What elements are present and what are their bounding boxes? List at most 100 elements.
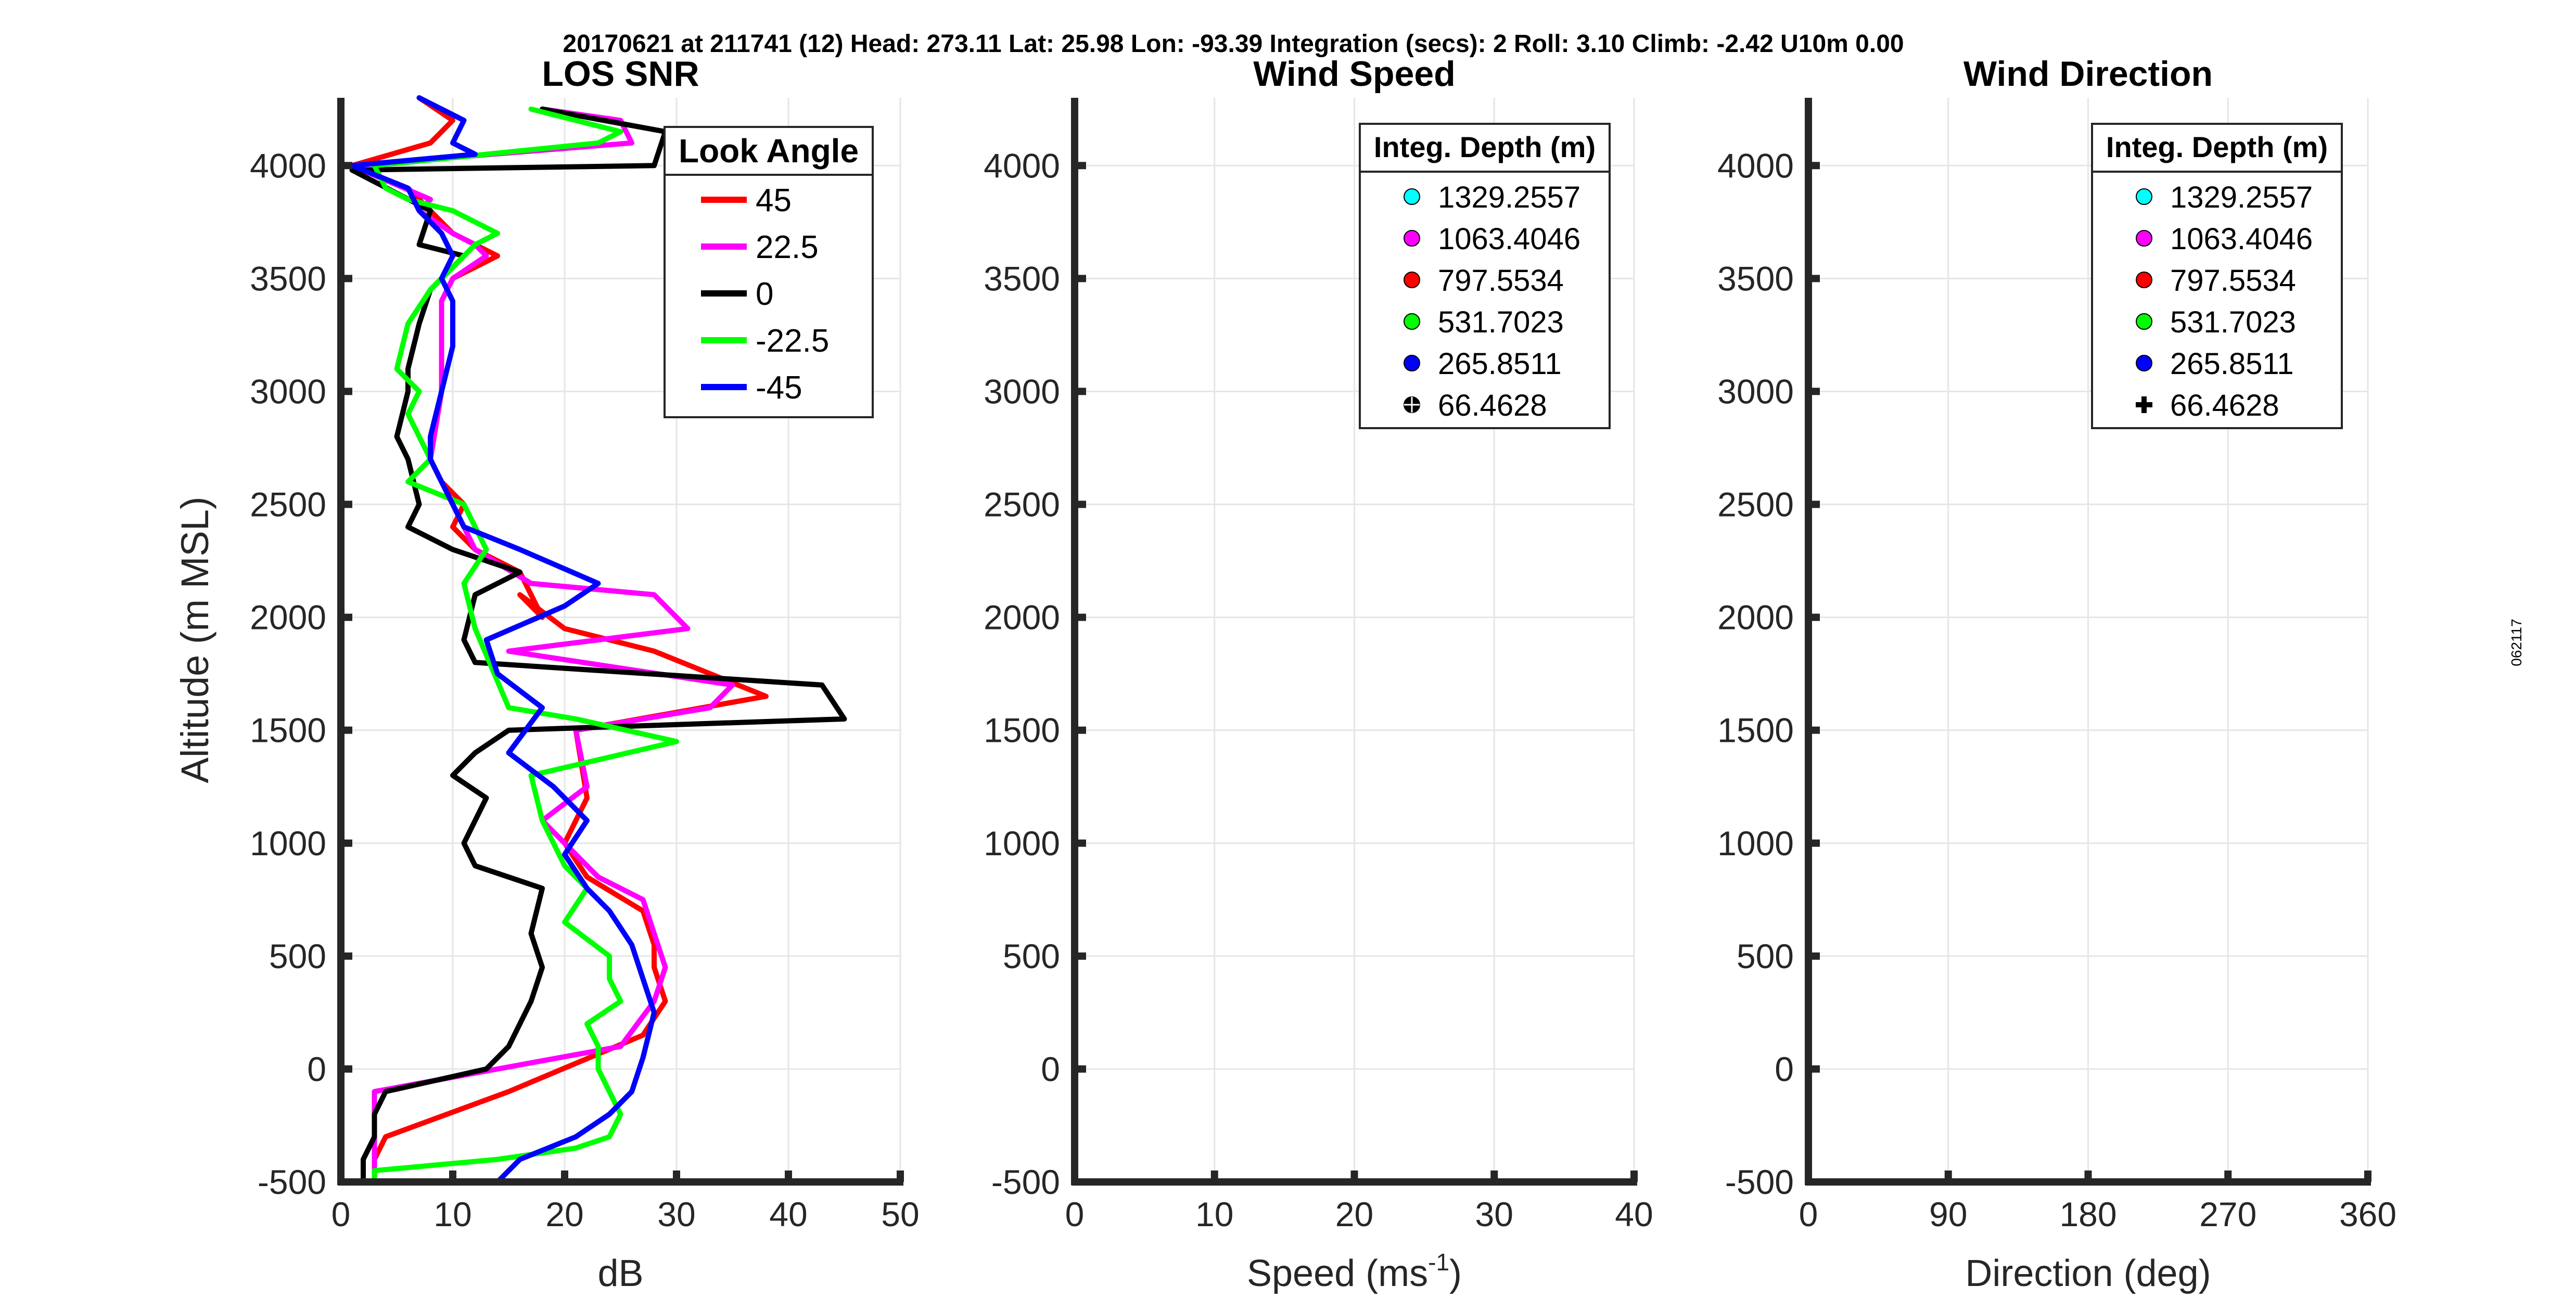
los-snr-ylabel: Altitude (m MSL) (173, 496, 216, 783)
wind-direction-ytick-label: 500 (1737, 937, 1794, 975)
wind-speed-legend-label-1329-2557: 1329.2557 (1438, 181, 1580, 214)
wind-speed-xlabel-close: ) (1449, 1253, 1462, 1294)
wind-speed-xlabel-text: Speed (ms (1247, 1253, 1428, 1294)
los-snr-legend-label-0: 0 (756, 276, 773, 312)
wind-speed-xtick-label: 20 (1335, 1195, 1373, 1233)
wind-speed-legend-label-66-4628: 66.4628 (1438, 389, 1547, 422)
los-snr-ytick-label: 1500 (250, 711, 326, 750)
wind-speed-legend-box (1359, 123, 1611, 429)
los-snr-series-22-5 (349, 106, 735, 1185)
wind-speed-legend-marker-1329-2557 (1404, 188, 1420, 205)
wind-speed-ytick-label: 1000 (984, 824, 1060, 863)
wind-direction-ytick-label: 2000 (1717, 598, 1794, 637)
los-snr-series-45 (349, 95, 657, 1185)
los-snr-ytick-label: 0 (307, 1050, 326, 1088)
wind-speed-panel: 0 10 20 30 40-500050010001500200025003000350… (984, 54, 1653, 1294)
los-snr-legend-label-45: 45 (756, 183, 792, 218)
wind-direction-ytick-label: -500 (1725, 1163, 1794, 1201)
wind-direction-xtick-label: 0 (1799, 1195, 1818, 1233)
wind-speed-xtick-label: 40 (1615, 1195, 1653, 1233)
wind-direction-legend-marker-66-4628 (2136, 396, 2152, 413)
wind-speed-xtick-label: 10 (1195, 1195, 1233, 1233)
wind-direction-legend-marker-1063-4046 (2136, 230, 2152, 247)
wind-direction-legend-label-1063-4046: 1063.4046 (2170, 222, 2313, 256)
los-snr-ytick-label: 2000 (250, 598, 326, 637)
wind-direction-xtick-label: 270 (2199, 1195, 2256, 1233)
wind-speed-legend-title: Integ. Depth (m) (1374, 131, 1596, 163)
wind-speed-legend-marker-1063-4046 (1404, 230, 1420, 247)
los-snr-xlabel-text: dB (597, 1253, 643, 1294)
wind-direction-xlabel-text: Direction (deg) (1965, 1253, 2211, 1294)
los-snr-xtick-label: 20 (545, 1195, 583, 1233)
wind-direction-ytick-label: 1500 (1717, 711, 1794, 750)
wind-speed-ytick-label: 500 (1003, 937, 1060, 975)
wind-speed-title: Wind Speed (1253, 54, 1456, 94)
wind-direction-legend-label-66-4628: 66.4628 (2170, 389, 2279, 422)
los-snr-ytick-label: 1000 (250, 824, 326, 863)
wind-speed-ytick-label: -500 (991, 1163, 1060, 1201)
wind-direction-legend-marker-797-5534 (2136, 272, 2152, 288)
wind-direction-ytick-label: 0 (1775, 1050, 1794, 1088)
los-snr-xtick-label: 40 (769, 1195, 807, 1233)
wind-speed-ytick-label: 4000 (984, 146, 1060, 185)
wind-direction-legend-marker-531-7023 (2136, 313, 2152, 330)
wind-direction-xtick-label: 90 (1929, 1195, 1967, 1233)
los-snr-ytick-label: 4000 (250, 146, 326, 185)
wind-direction-xtick-label: 180 (2059, 1195, 2116, 1233)
los-snr-xtick-label: 30 (657, 1195, 695, 1233)
wind-speed-legend-marker-265-8511 (1404, 355, 1420, 371)
los-snr-xtick-label: 10 (433, 1195, 471, 1233)
wind-speed-ytick-label: 3000 (984, 372, 1060, 410)
los-snr-ytick-label: 3500 (250, 259, 326, 298)
wind-speed-xtick-label: 0 (1065, 1195, 1085, 1233)
wind-direction-legend-box (2091, 123, 2343, 429)
side-label: 062117 (2508, 619, 2524, 666)
wind-speed-ytick-label: 1500 (984, 711, 1060, 750)
wind-direction-xtick-label: 360 (2339, 1195, 2396, 1233)
wind-speed-legend-marker-797-5534 (1404, 272, 1420, 288)
wind-direction-legend-label-797-5534: 797.5534 (2170, 264, 2296, 298)
wind-speed-legend-marker-531-7023 (1404, 313, 1420, 330)
wind-speed-legend-label-1063-4046: 1063.4046 (1438, 222, 1580, 256)
wind-speed-legend-label-265-8511: 265.8511 (1438, 347, 1562, 381)
los-snr-legend-label-22-5: 22.5 (756, 229, 819, 265)
wind-direction-ytick-label: 2500 (1717, 485, 1794, 524)
wind-direction-legend-marker-265-8511 (2136, 355, 2152, 371)
los-snr-xlabel: dB (597, 1253, 643, 1294)
wind-speed-ytick-label: 2500 (984, 485, 1060, 524)
wind-speed-xlabel-superscript: -1 (1428, 1249, 1449, 1276)
wind-direction-title: Wind Direction (1963, 54, 2213, 94)
wind-direction-xlabel: Direction (deg) (1965, 1253, 2211, 1294)
wind-direction-legend-title: Integ. Depth (m) (2106, 131, 2328, 163)
wind-direction-ytick-label: 1000 (1717, 824, 1794, 863)
wind-direction-legend-label-1329-2557: 1329.2557 (2170, 181, 2313, 214)
los-snr-ytick-label: 3000 (250, 372, 326, 410)
los-snr-legend-label-22-5: -22.5 (756, 323, 829, 359)
wind-speed-ytick-label: 3500 (984, 259, 1060, 298)
wind-direction-ytick-label: 4000 (1717, 146, 1794, 185)
los-snr-series-22-5 (372, 106, 679, 1185)
los-snr-ytick-label: 500 (269, 937, 326, 975)
los-snr-xtick-label: 50 (881, 1195, 919, 1233)
los-snr-ytick-label: -500 (258, 1163, 326, 1201)
wind-direction-panel: 0 90 180 270 360-500050010001500200025003000… (1717, 54, 2396, 1294)
wind-speed-ytick-label: 2000 (984, 598, 1060, 637)
los-snr-ytick-label: 2500 (250, 485, 326, 524)
wind-direction-legend-marker-1329-2557 (2136, 188, 2152, 205)
wind-direction-ytick-label: 3000 (1717, 372, 1794, 410)
wind-direction-ytick-label: 3500 (1717, 259, 1794, 298)
wind-speed-xlabel: Speed (ms-1) (1247, 1249, 1462, 1294)
wind-speed-legend-label-531-7023: 531.7023 (1438, 305, 1564, 339)
figure-header: 20170621 at 211741 (12) Head: 273.11 Lat… (563, 30, 1904, 58)
wind-speed-ytick-label: 0 (1041, 1050, 1060, 1088)
wind-direction-legend-label-531-7023: 531.7023 (2170, 305, 2296, 339)
wind-speed-xtick-label: 30 (1475, 1195, 1513, 1233)
wind-direction-legend-label-265-8511: 265.8511 (2170, 347, 2294, 381)
los-snr-xtick-label: 0 (331, 1195, 351, 1233)
los-snr-title: LOS SNR (542, 54, 699, 94)
wind-speed-legend-label-797-5534: 797.5534 (1438, 264, 1564, 298)
los-snr-legend-title: Look Angle (679, 132, 859, 170)
los-snr-legend-label-45: -45 (756, 370, 802, 406)
los-snr-panel: 0 10 20 30 40 50-5000500100015002000250030003… (173, 54, 920, 1294)
